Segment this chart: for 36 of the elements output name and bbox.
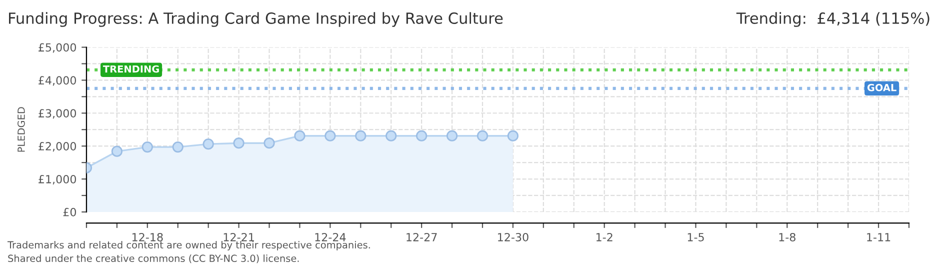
point (264, 138, 275, 149)
ref-line-label: TRENDING (102, 65, 159, 73)
y-tick-label: £4,000 (38, 76, 76, 86)
text: Trademarks and related content are owned by their respective companies. (7, 240, 370, 250)
x-tick-label: 1-8 (779, 232, 796, 242)
point (324, 130, 336, 142)
x-tick-label: 1-11 (867, 233, 890, 242)
x-tick-label: 12-27 (406, 232, 437, 242)
x-tick-label: 1-5 (688, 233, 704, 242)
y-tick-label: £1,000 (38, 174, 76, 185)
point (233, 138, 244, 149)
point (446, 130, 458, 142)
y-tick-label: £0 (63, 208, 76, 216)
x-tick-label: 12-30 (498, 232, 528, 242)
point (507, 130, 519, 142)
x-tick-label: 1-2 (596, 232, 612, 242)
y-tick-label: £3,000 (38, 109, 76, 119)
point (386, 130, 397, 142)
point (172, 142, 184, 153)
ref-line-label: GOAL (867, 84, 896, 92)
point (416, 130, 428, 142)
chart-subtitle: Trending: £4,314 (115%) (736, 12, 930, 27)
y-tick-label: £2,000 (38, 142, 76, 152)
text: Shared under the creative commons (CC BY-NC 3.0) license. (8, 254, 299, 264)
point (355, 130, 366, 142)
point (476, 130, 488, 142)
y-tick-label: £5,000 (38, 43, 76, 53)
chart-title: Funding Progress: A Trading Card Game Inspired by Rave Culture (9, 12, 503, 27)
x-tick-label: 12-18 (132, 232, 163, 242)
point (111, 146, 122, 157)
y-axis-title: PLEDGED (18, 107, 25, 152)
point (202, 138, 214, 150)
x-tick-label: 12-24 (315, 232, 346, 242)
point (142, 142, 153, 153)
point (294, 130, 306, 142)
x-tick-label: 12-21 (224, 232, 254, 242)
